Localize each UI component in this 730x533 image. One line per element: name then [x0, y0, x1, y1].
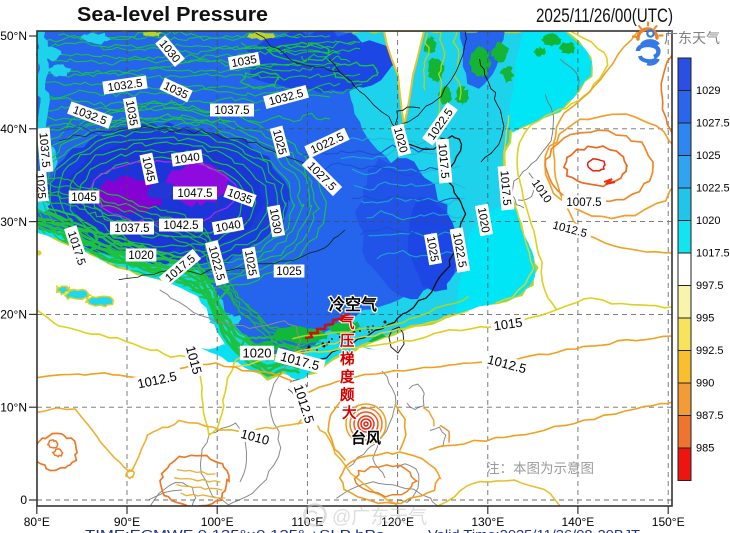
svg-text:度: 度 — [340, 368, 355, 386]
svg-text:颇: 颇 — [340, 386, 355, 404]
svg-text:995: 995 — [696, 313, 714, 325]
svg-text:1007.5: 1007.5 — [566, 197, 601, 209]
svg-text:0: 0 — [20, 493, 27, 507]
svg-text:1017.5: 1017.5 — [497, 170, 512, 206]
svg-text:注：本图为示意图: 注：本图为示意图 — [486, 460, 594, 476]
svg-text:1035: 1035 — [231, 54, 258, 70]
svg-text:冷空气: 冷空气 — [329, 295, 377, 314]
svg-text:1025: 1025 — [33, 173, 47, 200]
svg-text:1037.5: 1037.5 — [214, 105, 249, 117]
svg-text:1040: 1040 — [174, 151, 201, 166]
svg-text:压: 压 — [340, 333, 355, 350]
svg-text:140°E: 140°E — [561, 515, 594, 529]
svg-text:大: 大 — [342, 404, 357, 422]
svg-text:1042.5: 1042.5 — [163, 220, 198, 232]
svg-text:1020: 1020 — [128, 250, 154, 262]
svg-text:50°N: 50°N — [0, 29, 27, 43]
svg-text:1015: 1015 — [493, 315, 524, 334]
svg-text:Sea-level Pressure: Sea-level Pressure — [77, 4, 268, 26]
svg-text:Valid Time:2025/11/26/08-20BJT: Valid Time:2025/11/26/08-20BJT — [428, 528, 640, 533]
svg-text:10°N: 10°N — [0, 400, 27, 414]
svg-text:990: 990 — [696, 378, 714, 390]
svg-text:1020: 1020 — [243, 346, 272, 361]
svg-text:1025: 1025 — [424, 236, 440, 263]
svg-text:1025: 1025 — [276, 266, 302, 278]
svg-text:1022.5: 1022.5 — [696, 183, 730, 195]
svg-text:@广东天气: @广东天气 — [332, 506, 427, 528]
svg-text:987.5: 987.5 — [696, 410, 724, 422]
svg-text:1020: 1020 — [696, 215, 720, 227]
svg-text:1020: 1020 — [475, 207, 491, 234]
svg-text:1047.5: 1047.5 — [177, 188, 212, 200]
svg-text:1017.5: 1017.5 — [696, 248, 730, 260]
svg-text:1045: 1045 — [139, 155, 156, 183]
svg-text:1045: 1045 — [71, 192, 97, 204]
svg-text:台风: 台风 — [351, 429, 381, 447]
svg-text:130°E: 130°E — [471, 515, 504, 529]
svg-text:1035: 1035 — [123, 100, 139, 127]
svg-text:1037.5: 1037.5 — [114, 223, 149, 235]
svg-text:2025/11/26/00(UTC): 2025/11/26/00(UTC) — [536, 6, 673, 27]
svg-text:1032.5: 1032.5 — [107, 78, 144, 95]
svg-text:120°E: 120°E — [381, 515, 414, 529]
svg-text:1010: 1010 — [239, 426, 271, 448]
svg-text:40°N: 40°N — [0, 122, 27, 136]
svg-text:1025: 1025 — [242, 250, 258, 277]
svg-text:992.5: 992.5 — [696, 345, 724, 357]
svg-text:1017.5: 1017.5 — [435, 143, 450, 179]
svg-text:997.5: 997.5 — [696, 280, 724, 292]
svg-text:1040: 1040 — [215, 219, 242, 235]
svg-text:1015: 1015 — [183, 344, 205, 376]
svg-text:广东天气: 广东天气 — [664, 30, 720, 46]
svg-text:1037.5: 1037.5 — [36, 132, 51, 168]
svg-text:30°N: 30°N — [0, 215, 27, 229]
svg-text:100°E: 100°E — [201, 515, 234, 529]
svg-text:90°E: 90°E — [114, 515, 140, 529]
svg-text:985: 985 — [696, 443, 714, 455]
svg-text:梯: 梯 — [340, 350, 355, 368]
svg-text:150°E: 150°E — [652, 515, 685, 529]
svg-text:TIME:ECMWF 0.125°×0.125° +SLP: TIME:ECMWF 0.125°×0.125° +SLP hPa — [85, 528, 385, 533]
svg-text:20°N: 20°N — [0, 308, 27, 322]
svg-text:1027.5: 1027.5 — [696, 118, 730, 130]
svg-text:1025: 1025 — [696, 150, 720, 162]
svg-text:80°E: 80°E — [24, 515, 50, 529]
svg-text:1030: 1030 — [267, 208, 283, 235]
svg-text:1029: 1029 — [696, 85, 720, 97]
